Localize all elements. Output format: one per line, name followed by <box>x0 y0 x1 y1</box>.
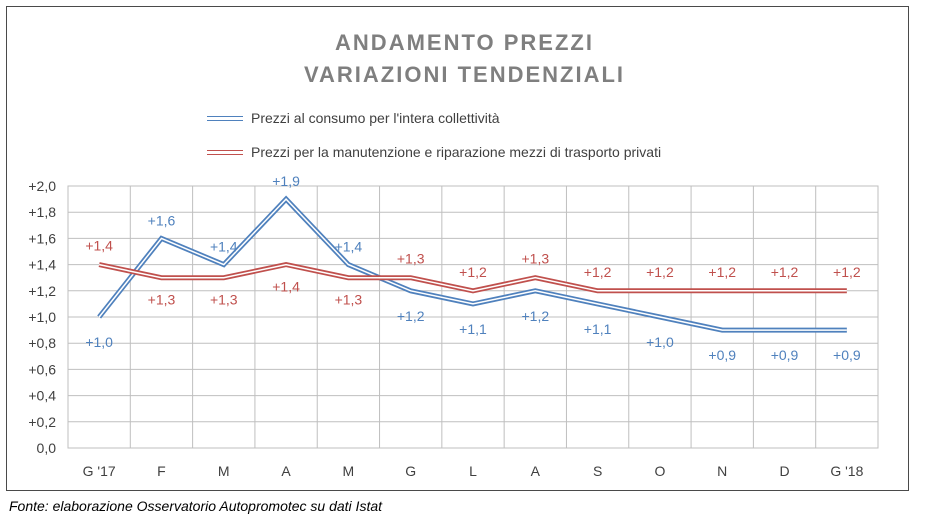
y-tick-label: +1,2 <box>28 283 56 299</box>
y-tick-label: +1,6 <box>28 230 56 246</box>
y-tick-label: +0,6 <box>28 361 56 377</box>
x-tick-label: L <box>469 463 477 479</box>
data-label-series-1: +1,2 <box>397 308 425 324</box>
data-label-series-1: +1,9 <box>272 173 300 189</box>
x-tick-label: D <box>779 463 789 479</box>
series-line-1-inner <box>98 198 847 331</box>
x-tick-label: A <box>531 463 541 479</box>
data-label-series-2: +1,4 <box>272 279 300 295</box>
x-tick-label: F <box>157 463 166 479</box>
y-tick-label: +1,0 <box>28 309 56 325</box>
data-label-series-2: +1,2 <box>459 264 487 280</box>
data-label-series-1: +1,1 <box>459 321 487 337</box>
chart-title-line-1: ANDAMENTO PREZZI <box>335 30 594 55</box>
y-tick-label: +2,0 <box>28 178 56 194</box>
y-tick-label: +1,8 <box>28 204 56 220</box>
data-label-series-2: +1,2 <box>584 264 612 280</box>
x-tick-label: M <box>343 463 355 479</box>
x-tick-label: G '17 <box>83 463 116 479</box>
y-tick-label: 0,0 <box>37 440 57 456</box>
data-label-series-1: +1,4 <box>210 239 238 255</box>
data-label-series-1: +1,4 <box>335 239 363 255</box>
chart-frame <box>6 6 909 491</box>
data-label-series-2: +1,2 <box>646 264 674 280</box>
x-tick-label: M <box>218 463 230 479</box>
x-tick-label: O <box>654 463 665 479</box>
y-tick-label: +0,4 <box>28 388 56 404</box>
x-tick-label: G '18 <box>830 463 863 479</box>
legend-swatch-red <box>207 149 243 155</box>
x-tick-label: A <box>281 463 291 479</box>
y-tick-label: +1,4 <box>28 257 56 273</box>
series-line-2-inner <box>98 263 847 292</box>
data-label-series-1: +0,9 <box>833 347 861 363</box>
data-label-series-1: +1,6 <box>148 212 176 228</box>
y-tick-label: +0,2 <box>28 414 56 430</box>
data-label-series-1: +1,0 <box>646 334 674 350</box>
y-tick-label: +0,8 <box>28 335 56 351</box>
legend-label-consumer-prices: Prezzi al consumo per l'intera collettiv… <box>251 110 500 126</box>
data-label-series-2: +1,3 <box>210 292 238 308</box>
x-tick-label: N <box>717 463 727 479</box>
legend-label-maintenance-prices: Prezzi per la manutenzione e riparazione… <box>251 144 662 160</box>
chart-title-line-2: VARIAZIONI TENDENZIALI <box>303 62 626 87</box>
data-label-series-2: +1,2 <box>708 264 736 280</box>
data-label-series-2: +1,4 <box>85 238 113 254</box>
data-label-series-2: +1,3 <box>148 292 176 308</box>
data-label-series-2: +1,2 <box>833 264 861 280</box>
data-label-series-1: +1,1 <box>584 321 612 337</box>
legend-entry-consumer-prices: Prezzi al consumo per l'intera collettiv… <box>207 110 500 126</box>
data-label-series-1: +0,9 <box>708 347 736 363</box>
data-label-series-1: +0,9 <box>771 347 799 363</box>
data-label-series-1: +1,2 <box>521 308 549 324</box>
legend-entry-maintenance-prices: Prezzi per la manutenzione e riparazione… <box>207 144 661 160</box>
source-note: Fonte: elaborazione Osservatorio Autopro… <box>9 498 383 514</box>
legend-swatch-blue <box>207 115 243 121</box>
data-label-series-1: +1,0 <box>85 334 113 350</box>
data-label-series-2: +1,3 <box>335 292 363 308</box>
data-label-series-2: +1,3 <box>521 251 549 267</box>
x-tick-label: G <box>405 463 416 479</box>
x-tick-label: S <box>593 463 602 479</box>
data-label-series-2: +1,2 <box>771 264 799 280</box>
data-label-series-2: +1,3 <box>397 251 425 267</box>
